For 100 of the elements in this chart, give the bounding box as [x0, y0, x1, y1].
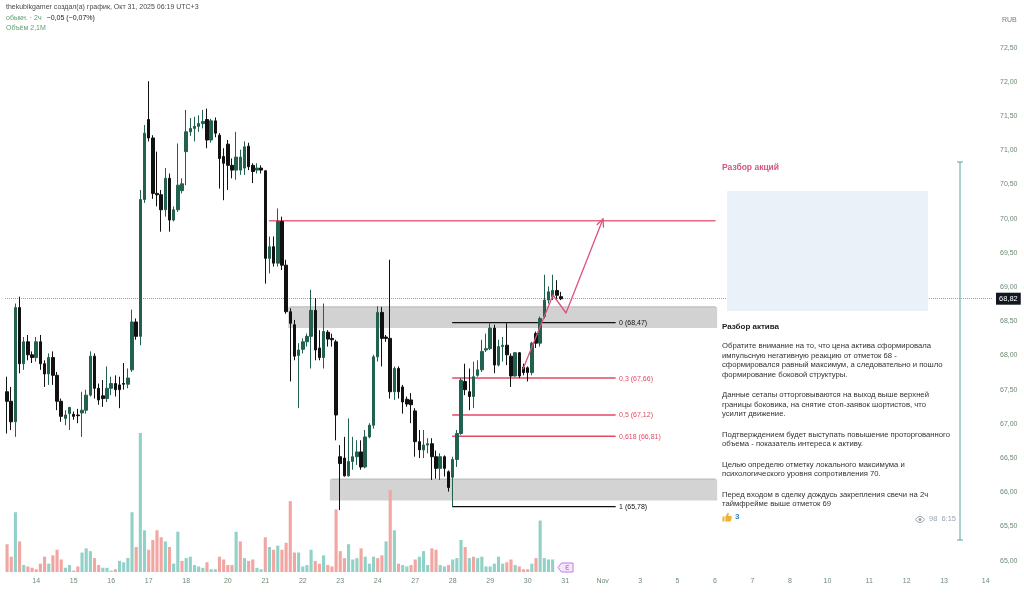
bar	[176, 531, 180, 572]
candlestick	[355, 439, 359, 466]
annotation: Разбор актива	[722, 322, 780, 332]
bar	[47, 563, 51, 572]
bar	[388, 489, 392, 572]
bar	[155, 530, 159, 572]
bar	[84, 548, 88, 572]
bar	[230, 565, 234, 572]
bar	[76, 566, 80, 572]
bar	[513, 565, 517, 572]
bar	[538, 520, 542, 572]
bar	[267, 546, 272, 572]
bar	[55, 549, 59, 572]
candlestick	[526, 365, 529, 382]
candlestick	[214, 116, 217, 138]
annotation: Разбор акций	[722, 162, 780, 173]
bar	[255, 567, 259, 572]
bar	[401, 565, 405, 572]
bar	[18, 541, 22, 572]
bar	[201, 567, 205, 572]
candlestick	[26, 334, 30, 361]
bar	[317, 563, 321, 572]
bar	[347, 544, 351, 572]
candlestick	[472, 361, 475, 409]
candlestick	[80, 391, 84, 438]
candlestick	[468, 367, 471, 411]
bar	[276, 545, 280, 572]
candlestick	[463, 363, 467, 396]
bar	[117, 560, 122, 572]
bar	[180, 560, 184, 572]
candlestick	[359, 439, 363, 471]
bar	[392, 530, 396, 572]
bar	[396, 563, 401, 572]
candlestick	[164, 167, 167, 218]
bar	[22, 565, 26, 572]
bar	[526, 569, 530, 572]
candlestick	[447, 469, 450, 493]
candlestick	[201, 109, 205, 129]
candlestick	[488, 322, 492, 351]
candlestick	[34, 336, 38, 363]
bar	[263, 537, 267, 572]
bar	[322, 555, 326, 572]
candlestick	[380, 306, 384, 367]
bar	[363, 556, 367, 572]
bar	[438, 565, 442, 572]
candlestick	[555, 279, 559, 301]
candlestick	[209, 118, 213, 144]
bar	[184, 558, 188, 572]
candlestick	[443, 454, 446, 478]
bar	[205, 562, 209, 572]
candlestick	[330, 333, 334, 348]
bar	[13, 512, 17, 572]
candlestick	[493, 324, 496, 374]
bar	[334, 509, 338, 572]
candlestick	[430, 437, 434, 481]
candlestick	[268, 235, 271, 274]
bar	[496, 556, 501, 572]
candlestick	[409, 392, 413, 424]
bar	[405, 566, 409, 572]
bar	[234, 531, 238, 572]
candlestick	[276, 207, 280, 268]
candlestick	[105, 365, 109, 403]
candlestick	[272, 235, 275, 268]
candlestick	[134, 318, 138, 341]
bar	[167, 546, 172, 572]
candlestick	[18, 296, 21, 374]
bar	[272, 549, 276, 572]
bar	[247, 560, 251, 572]
candlestick	[243, 140, 246, 176]
candlestick	[68, 406, 71, 431]
candlestick	[14, 303, 17, 438]
bar	[442, 566, 446, 572]
bar	[463, 546, 467, 572]
bar	[309, 549, 313, 572]
bar	[122, 562, 126, 572]
candlestick	[501, 336, 504, 363]
bar	[551, 559, 555, 572]
bar	[134, 546, 138, 572]
candlestick	[130, 309, 134, 373]
bar	[197, 566, 201, 572]
annotation: 3	[735, 512, 740, 522]
bar	[288, 501, 292, 572]
bar	[359, 548, 363, 572]
bar	[488, 566, 492, 572]
bar	[534, 558, 538, 572]
candlestick	[255, 162, 259, 175]
bar	[101, 567, 105, 572]
bar	[355, 558, 359, 572]
bar	[546, 559, 551, 572]
bar	[521, 569, 526, 572]
bar	[297, 552, 301, 572]
bar	[213, 569, 217, 572]
bar	[517, 566, 521, 572]
bar	[259, 569, 263, 572]
candlestick	[422, 429, 425, 459]
candlestick	[64, 409, 67, 426]
bar	[251, 559, 255, 572]
bar	[380, 555, 384, 572]
bar	[30, 567, 34, 572]
bar	[305, 565, 309, 572]
